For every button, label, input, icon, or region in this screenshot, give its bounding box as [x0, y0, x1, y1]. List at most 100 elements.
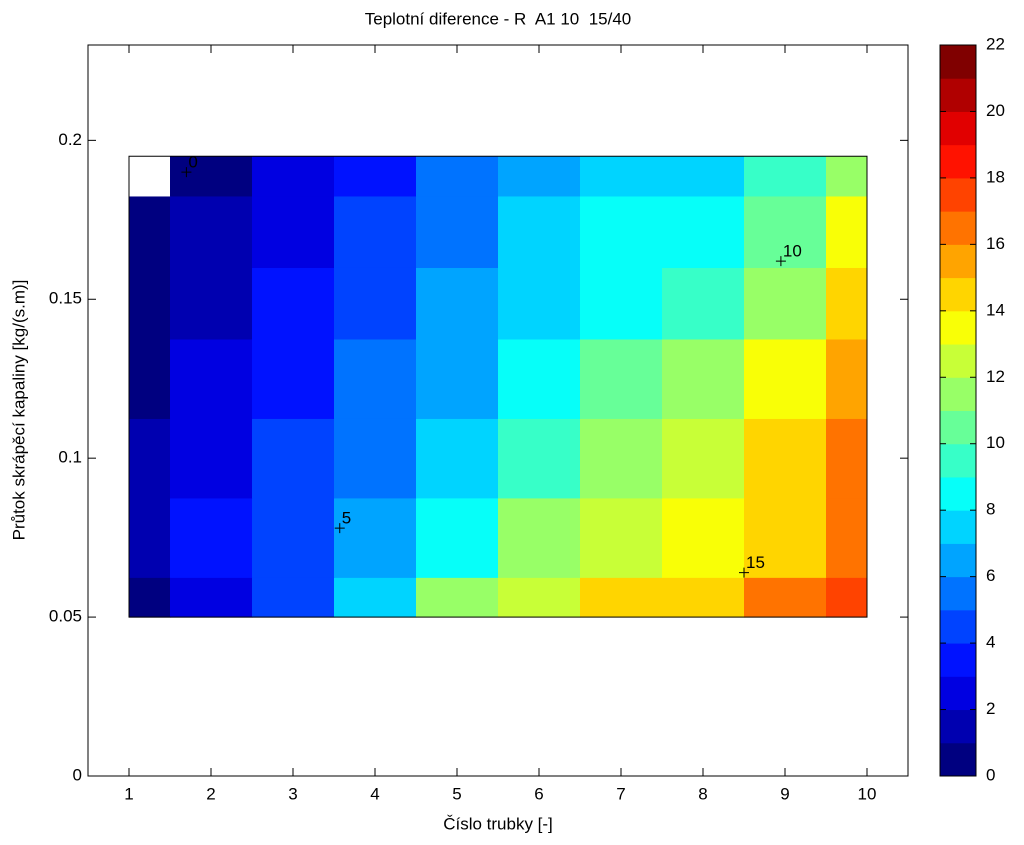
colorbar-band	[940, 344, 976, 378]
colorbar-tick-label: 14	[986, 300, 1005, 319]
colorbar-band	[940, 144, 976, 179]
colorbar-band	[940, 177, 976, 212]
contour-cell	[826, 267, 868, 340]
contour-cell	[129, 418, 171, 499]
contour-cell	[580, 577, 663, 618]
colorbar-band	[940, 211, 976, 245]
x-tick-label: 7	[616, 784, 625, 803]
colorbar-tick-label: 12	[986, 367, 1005, 386]
contour-cell	[580, 195, 663, 268]
contour-label: 10	[783, 242, 802, 261]
contour-cell	[416, 338, 499, 419]
x-tick-label: 10	[858, 784, 877, 803]
contour-cell	[744, 267, 827, 340]
colorbar-band	[940, 45, 976, 79]
contour-cell	[252, 418, 335, 499]
contour-cell	[334, 267, 417, 340]
contour-label: 0	[188, 153, 197, 172]
contour-cell	[498, 267, 581, 340]
colorbar-band	[940, 310, 976, 345]
contour-cell	[170, 497, 253, 578]
contour-cell	[252, 497, 335, 578]
contour-cell	[334, 577, 417, 618]
plot-box	[87, 44, 909, 777]
colorbar-band	[940, 576, 976, 611]
x-tick-label: 8	[698, 784, 707, 803]
x-tick-label: 6	[534, 784, 543, 803]
colorbar-band	[940, 709, 976, 744]
contour-cell	[129, 577, 171, 618]
colorbar-band	[940, 609, 976, 644]
contour-cell	[826, 195, 868, 268]
colorbar-band	[940, 742, 976, 777]
colorbar-band	[940, 78, 976, 112]
contour-cell	[662, 338, 745, 419]
colorbar-band	[940, 543, 976, 578]
colorbar-band	[940, 510, 976, 544]
x-tick-label: 9	[780, 784, 789, 803]
contour-cell	[662, 156, 745, 197]
colorbar-band	[940, 643, 976, 677]
contour-cell	[498, 338, 581, 419]
contour-cell	[334, 195, 417, 268]
contour-cell	[129, 497, 171, 578]
contour-cell	[252, 195, 335, 268]
y-tick-label: 0.2	[58, 130, 82, 149]
contour-cell	[826, 338, 868, 419]
contour-cell	[744, 497, 827, 578]
contour-cell	[826, 577, 868, 618]
contour-cell	[744, 156, 827, 197]
contour-cell	[170, 267, 253, 340]
y-tick-label: 0.15	[49, 289, 82, 308]
contour-cell	[252, 338, 335, 419]
contour-cell	[826, 156, 868, 197]
contour-cell	[498, 156, 581, 197]
contour-cell	[580, 497, 663, 578]
contour-cell	[744, 338, 827, 419]
contour-cell	[826, 497, 868, 578]
colorbar-band	[940, 676, 976, 711]
contour-cell	[170, 338, 253, 419]
data-outline	[128, 155, 868, 618]
contour-cell	[826, 418, 868, 499]
contour-cell	[662, 577, 745, 618]
contour-cell	[744, 577, 827, 618]
contour-label: 15	[746, 553, 765, 572]
colorbar-tick-label: 4	[986, 633, 995, 652]
contour-label-marker	[181, 167, 192, 178]
contour-cell	[416, 418, 499, 499]
x-tick-label: 1	[124, 784, 133, 803]
contour-cell	[334, 338, 417, 419]
x-axis-label: Číslo trubky [-]	[443, 814, 553, 833]
contour-cell	[129, 338, 171, 419]
contour-cell	[170, 156, 253, 197]
contour-label: 5	[342, 509, 351, 528]
colorbar-tick-label: 22	[986, 34, 1005, 53]
contour-cell	[170, 577, 253, 618]
contour-cell	[416, 497, 499, 578]
contour-cell	[170, 195, 253, 268]
contour-cell	[334, 156, 417, 197]
colorbar-tick-label: 6	[986, 566, 995, 585]
y-tick-label: 0	[73, 765, 82, 784]
contour-cell	[129, 267, 171, 340]
y-axis-label: Průtok skrápěcí kapaliny [kg/(s.m)]	[9, 280, 28, 541]
contour-label-marker	[739, 567, 749, 578]
contour-cell	[129, 156, 171, 197]
contour-cell	[498, 577, 581, 618]
contour-cell	[334, 418, 417, 499]
contour-cell	[416, 577, 499, 618]
contour-label-marker	[334, 523, 345, 534]
colorbar-tick-label: 2	[986, 699, 995, 718]
contour-cell	[416, 156, 499, 197]
x-tick-label: 3	[288, 784, 297, 803]
colorbar-band	[940, 377, 976, 411]
contour-cell	[252, 267, 335, 340]
contour-cell	[580, 338, 663, 419]
colorbar-box	[939, 44, 977, 777]
contour-cell	[662, 497, 745, 578]
contour-cell	[580, 156, 663, 197]
x-tick-label: 5	[452, 784, 461, 803]
colorbar-tick-label: 8	[986, 500, 995, 519]
